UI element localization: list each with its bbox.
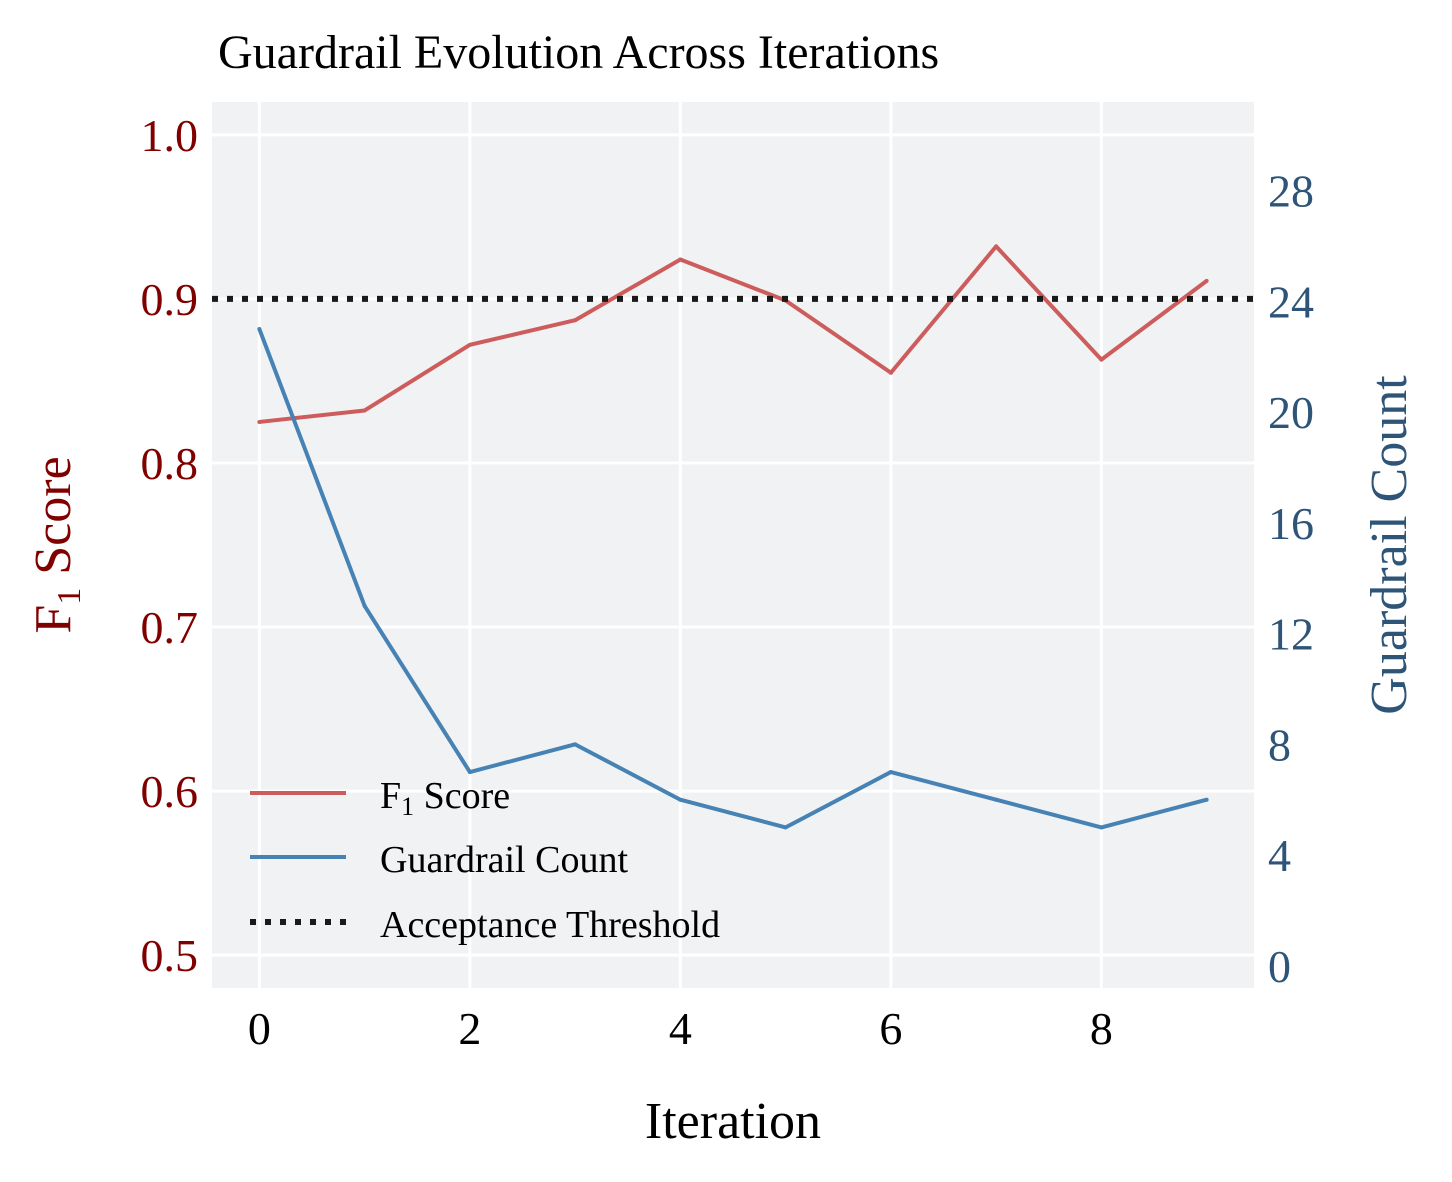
x-tick-label: 6 <box>879 1003 902 1054</box>
legend-label-f1-score: F1 Score <box>380 775 510 821</box>
x-tick-label: 2 <box>458 1003 481 1054</box>
data-point-f1-score <box>1099 357 1104 362</box>
data-point-f1-score <box>994 244 999 249</box>
y-right-tick-label: 0 <box>1268 941 1291 992</box>
y-left-tick-label: 0.5 <box>141 930 199 981</box>
legend-label-acceptance-threshold: Acceptance Threshold <box>380 904 720 946</box>
data-point-f1-score <box>573 318 578 323</box>
y-right-tick-label: 16 <box>1268 498 1314 549</box>
y-axis-label-left: F1 Score <box>25 456 88 633</box>
x-tick-label: 0 <box>248 1003 271 1054</box>
y-left-tick-label: 0.8 <box>141 438 199 489</box>
plot-area <box>212 102 1254 988</box>
data-point-guardrail-count <box>678 797 683 802</box>
data-point-guardrail-count <box>1099 825 1104 830</box>
chart-title: Guardrail Evolution Across Iterations <box>218 26 939 79</box>
y-left-tick-label: 0.6 <box>141 766 199 817</box>
data-point-f1-score <box>888 370 893 375</box>
y-left-tick-label: 1.0 <box>141 110 199 161</box>
series-layer <box>212 244 1254 830</box>
data-point-guardrail-count <box>783 825 788 830</box>
data-point-f1-score <box>467 342 472 347</box>
y-axis-label-left-rest: Score <box>25 456 82 587</box>
y-right-tick-label: 12 <box>1268 609 1314 660</box>
data-point-guardrail-count <box>362 603 367 608</box>
data-point-f1-score <box>678 257 683 262</box>
legend-label-guardrail-count: Guardrail Count <box>380 839 628 881</box>
x-tick-label: 8 <box>1090 1003 1113 1054</box>
x-tick-label: 4 <box>669 1003 692 1054</box>
y-right-tick-label: 24 <box>1268 276 1314 327</box>
legend-label-f1-subscript: 1 <box>401 792 414 821</box>
y-left-tick-label: 0.9 <box>141 274 199 325</box>
data-point-guardrail-count <box>1204 797 1209 802</box>
data-point-guardrail-count <box>467 770 472 775</box>
y-right-tick-label: 8 <box>1268 719 1291 770</box>
data-point-guardrail-count <box>573 742 578 747</box>
y-axis-label-left-main: F <box>25 605 82 634</box>
y-right-tick-label: 28 <box>1268 166 1314 217</box>
data-point-guardrail-count <box>994 797 999 802</box>
data-point-guardrail-count <box>257 327 262 332</box>
y-left-tick-label: 0.7 <box>141 602 199 653</box>
grid <box>212 102 1254 988</box>
data-point-f1-score <box>362 408 367 413</box>
y-right-tick-label: 20 <box>1268 387 1314 438</box>
legend-label-f1-rest: Score <box>414 775 510 817</box>
y-right-tick-label: 4 <box>1268 830 1291 881</box>
series-line-guardrail-count <box>257 328 1208 830</box>
x-axis-label: Iteration <box>645 1093 821 1150</box>
y-axis-label-right: Guardrail Count <box>1361 375 1418 715</box>
series-line-f1-score <box>259 244 1208 424</box>
legend: F1 Score Guardrail Count Acceptance Thre… <box>250 775 720 946</box>
data-point-guardrail-count <box>888 770 893 775</box>
data-point-f1-score <box>257 419 262 424</box>
legend-label-f1-main: F <box>380 775 401 817</box>
y-axis-label-left-subscript: 1 <box>51 588 88 605</box>
data-point-f1-score <box>1204 278 1209 283</box>
